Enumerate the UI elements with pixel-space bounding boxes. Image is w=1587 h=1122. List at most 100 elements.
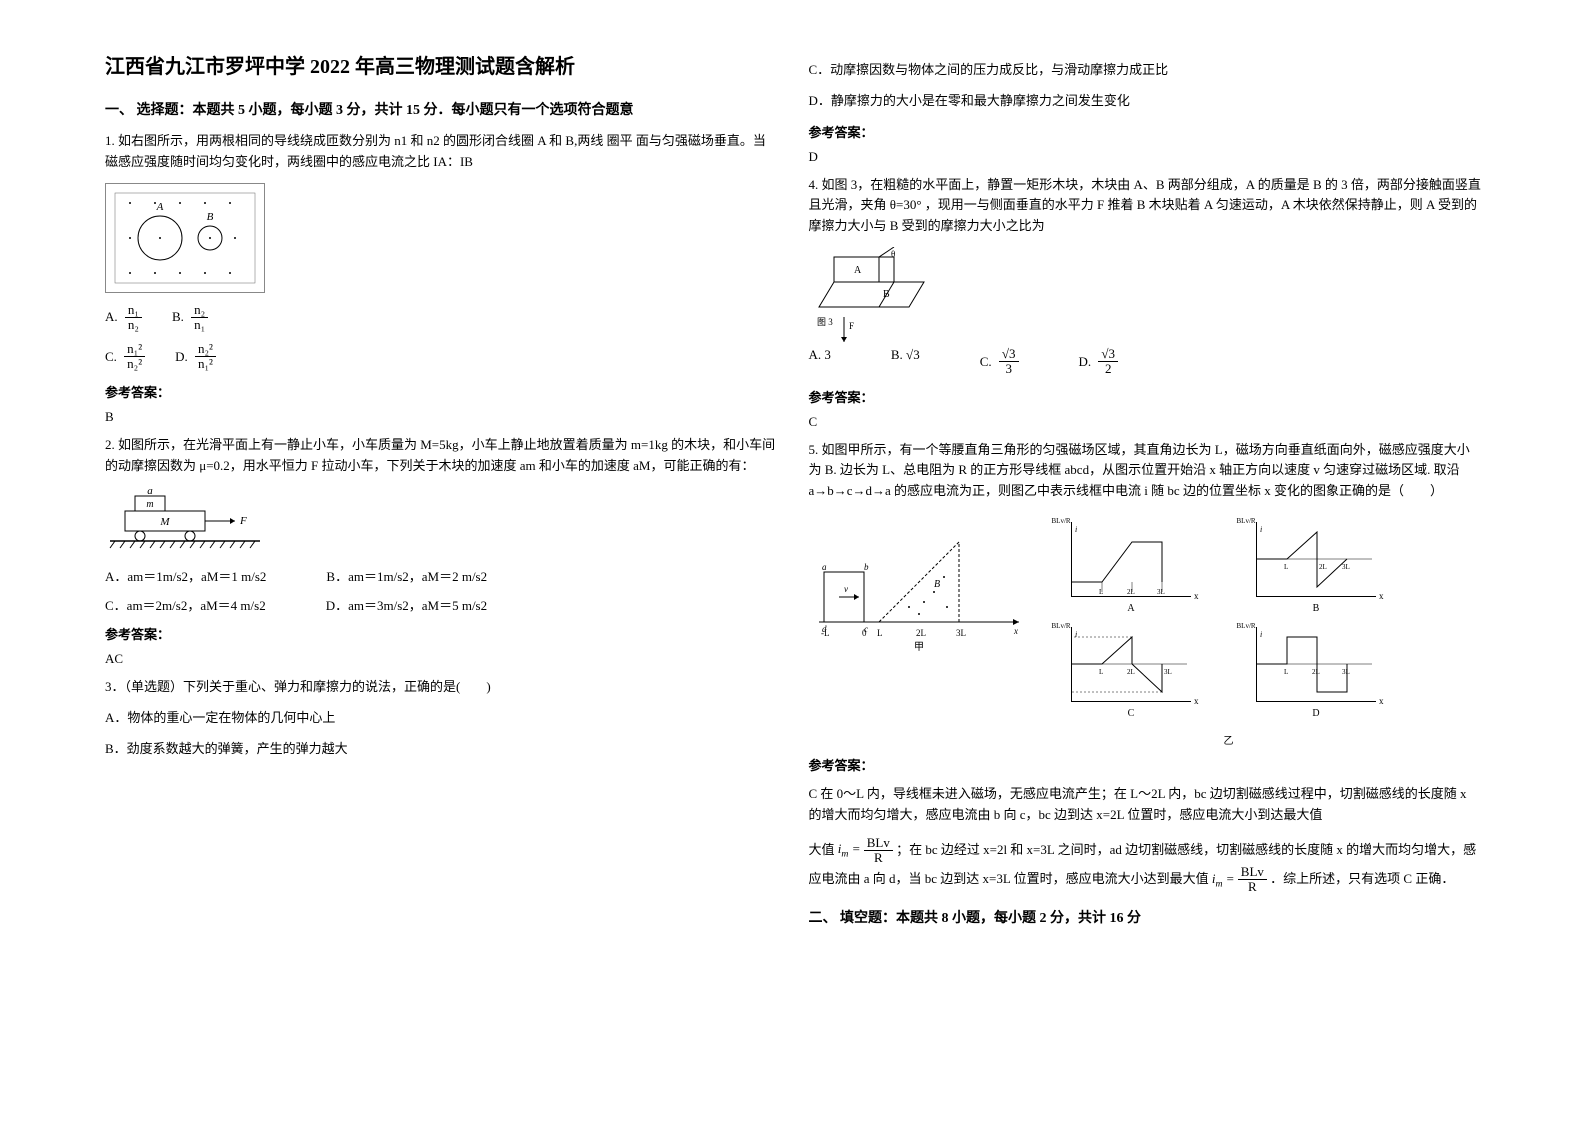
svg-text:M: M [159, 516, 170, 528]
q2-answer-label: 参考答案： [105, 624, 779, 643]
svg-text:2L: 2L [1127, 668, 1135, 676]
svg-text:2L: 2L [1127, 588, 1135, 596]
q5-chart-d: BLv/R i L2L3L x D [1256, 627, 1376, 702]
q1-label-a: A [156, 201, 164, 213]
svg-text:L: L [1284, 563, 1288, 571]
q5-xlabel-c: x [1194, 696, 1199, 706]
q5-explanation-2: 大值 im = BLv R ；在 bc 边经过 x=2l 和 x=3L 之间时，… [809, 836, 1483, 895]
svg-text:0: 0 [862, 628, 867, 638]
svg-text:F: F [239, 515, 247, 527]
q3-stem: 3．（单选题）下列关于重心、弹力和摩擦力的说法，正确的是( ) [105, 677, 779, 698]
q1-optB-label: B. [172, 309, 184, 325]
svg-text:F: F [849, 321, 854, 331]
q5-xlabel-a: x [1194, 591, 1199, 601]
q2-optC: C．am＝2m/s2，aM＝4 m/s2 [105, 595, 266, 614]
q2-optA: A．am＝1m/s2，aM＝1 m/s2 [105, 566, 266, 585]
q4-optD-label: D. [1079, 354, 1092, 370]
q5-triangle-figure: a b c d v B -L 0 L 2L 3L x 甲 [809, 522, 1029, 632]
svg-text:i: i [1075, 525, 1077, 534]
q5-imax-fraction: BLv R [864, 836, 893, 866]
q4-answer-label: 参考答案： [809, 387, 1483, 406]
svg-text:L: L [1099, 668, 1103, 676]
q1-optA-label: A. [105, 309, 118, 325]
svg-text:i: i [1260, 630, 1262, 639]
svg-text:i: i [1260, 525, 1262, 534]
q2-figure: a m M F [105, 486, 245, 556]
q1-options-row1: A. n₁ n₂ B. n₂ n₁ [105, 303, 779, 333]
q4-options: A. 3 B. √3 C. √3 3 D. √3 2 [809, 347, 1483, 377]
q2-optB: B．am＝1m/s2，aM＝2 m/s2 [326, 566, 487, 585]
svg-text:m: m [146, 499, 153, 510]
svg-text:v: v [844, 584, 848, 594]
svg-text:3L: 3L [1164, 668, 1172, 676]
q1-answer: B [105, 409, 779, 425]
q5-chart-b: BLv/R i L2L3L x B [1256, 522, 1376, 597]
q4-stem: 4. 如图 3，在粗糙的水平面上，静置一矩形木块，木块由 A、B 两部分组成，A… [809, 175, 1483, 237]
svg-text:a: a [822, 562, 827, 572]
svg-text:x: x [1013, 626, 1018, 636]
svg-text:3L: 3L [1342, 563, 1350, 571]
q5-stem: 5. 如图甲所示，有一个等腰直角三角形的匀强磁场区域，其直角边长为 L，磁场方向… [809, 440, 1483, 502]
svg-text:3L: 3L [1157, 588, 1165, 596]
svg-text:B: B [934, 579, 940, 590]
left-column: 江西省九江市罗坪中学 2022 年高三物理测试题含解析 一、 选择题：本题共 5… [90, 50, 794, 1072]
q2-options-row2: C．am＝2m/s2，aM＝4 m/s2 D．am＝3m/s2，aM＝5 m/s… [105, 595, 779, 614]
right-column: C．动摩擦因数与物体之间的压力成反比，与滑动摩擦力成正比 D．静摩擦力的大小是在… [794, 50, 1498, 1072]
q4-figure: A B θ F 图 3 [809, 247, 939, 337]
q5-ylabel-d: BLv/R [1237, 622, 1256, 630]
q2-optD: D．am＝3m/s2，aM＝5 m/s2 [326, 595, 487, 614]
q5-chart-c: BLv/R i L2L3L x C [1071, 627, 1191, 702]
section2-header: 二、 填空题：本题共 8 小题，每小题 2 分，共计 16 分 [809, 907, 1483, 927]
q1-optD-label: D. [175, 349, 188, 365]
q3-answer-label: 参考答案： [809, 122, 1483, 141]
svg-text:L: L [1099, 588, 1103, 596]
q5-ylabel-c: BLv/R [1052, 622, 1071, 630]
document-title: 江西省九江市罗坪中学 2022 年高三物理测试题含解析 [105, 50, 779, 79]
svg-text:3L: 3L [956, 628, 966, 638]
q2-answer: AC [105, 651, 779, 667]
q1-optB-fraction: n₂ n₁ [191, 303, 208, 333]
q5-xlabel-b: x [1379, 591, 1384, 601]
q5-caption-a: A [1127, 603, 1134, 614]
q1-label-b: B [207, 211, 214, 223]
q5-ylabel-b: BLv/R [1237, 517, 1256, 525]
svg-text:θ: θ [891, 249, 895, 259]
q5-xlabel-d: x [1379, 696, 1384, 706]
q2-stem: 2. 如图所示，在光滑平面上有一静止小车，小车质量为 M=5kg，小车上静止地放… [105, 435, 779, 477]
svg-text:i: i [1075, 630, 1077, 639]
svg-text:2L: 2L [1319, 563, 1327, 571]
q2-options-row1: A．am＝1m/s2，aM＝1 m/s2 B．am＝1m/s2，aM＝2 m/s… [105, 566, 779, 585]
q1-figure: A B [105, 183, 265, 293]
q5-caption-c: C [1128, 708, 1135, 719]
q4-optC-fraction: √3 3 [999, 347, 1019, 377]
q4-optC-label: C. [980, 354, 992, 370]
q3-optC: C．动摩擦因数与物体之间的压力成反比，与滑动摩擦力成正比 [809, 60, 1483, 81]
svg-text:B: B [883, 289, 890, 300]
q1-stem: 1. 如右图所示，用两根相同的导线绕成匝数分别为 n1 和 n2 的圆形闭合线圈… [105, 131, 779, 173]
q4-optA: A. 3 [809, 347, 831, 377]
svg-text:3L: 3L [1342, 668, 1350, 676]
q4-theta: θ=30° [890, 197, 922, 212]
svg-text:2L: 2L [916, 628, 926, 638]
q3-optB: B．劲度系数越大的弹簧，产生的弹力越大 [105, 739, 779, 760]
q5-answer-letter: C [809, 786, 818, 801]
q1-optA-fraction: n₁ n₂ [125, 303, 142, 333]
q1-answer-label: 参考答案： [105, 382, 779, 401]
svg-text:图 3: 图 3 [817, 317, 833, 327]
q5-ylabel-a: BLv/R [1052, 517, 1071, 525]
q1-options-row2: C. n₁² n₂² D. n₂² n₁² [105, 342, 779, 372]
svg-text:甲: 甲 [914, 642, 924, 652]
q5-imax-fraction-2: BLv R [1238, 865, 1267, 895]
q3-answer: D [809, 149, 1483, 165]
q4-answer: C [809, 414, 1483, 430]
q1-optD-fraction: n₂² n₁² [195, 342, 216, 372]
q4-optB: B. √3 [891, 347, 920, 377]
q5-figures-row: a b c d v B -L 0 L 2L 3L x 甲 [809, 512, 1483, 732]
q5-chart-options: BLv/R i L 2L 3L x A BLv/R [1049, 522, 1409, 722]
q3-optD: D．静摩擦力的大小是在零和最大静摩擦力之间发生变化 [809, 91, 1483, 112]
svg-text:2L: 2L [1312, 668, 1320, 676]
svg-text:b: b [864, 562, 869, 572]
q4-optD-fraction: √3 2 [1098, 347, 1118, 377]
svg-text:A: A [854, 265, 862, 276]
q5-answer-label: 参考答案： [809, 755, 1483, 774]
